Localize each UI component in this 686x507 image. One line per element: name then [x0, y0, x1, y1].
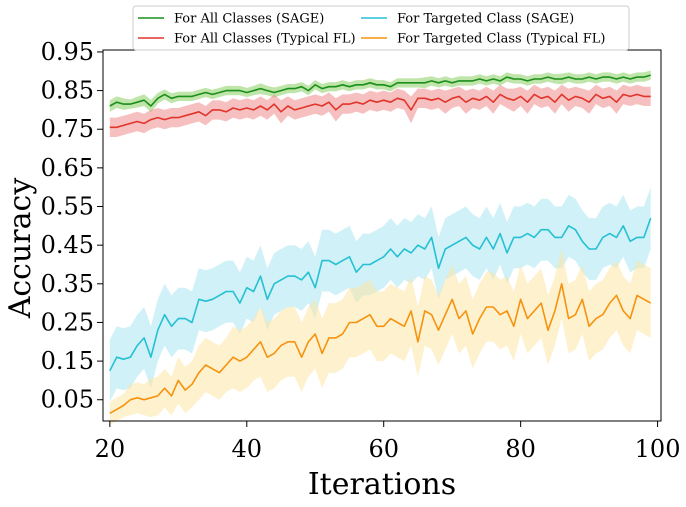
- y-tick-label-3: 0.35: [41, 270, 94, 298]
- series-line-2: [109, 217, 652, 372]
- series-band-2: [109, 187, 651, 402]
- x-axis-label: Iterations: [308, 467, 456, 502]
- x-axis-ticks: 20 40 60 80 100: [95, 421, 681, 463]
- legend: For All Classes (SAGE) For All Classes (T…: [132, 5, 630, 51]
- x-tick-label-4: 100: [635, 435, 681, 463]
- legend-box: [132, 5, 630, 51]
- series-band-1: [109, 84, 651, 137]
- x-tick-label-0: 20: [95, 435, 126, 463]
- x-tick-label-1: 40: [232, 435, 263, 463]
- series-line-0: [109, 74, 651, 107]
- confidence-bands: [109, 70, 651, 425]
- y-axis-ticks: 0.05 0.15 0.25 0.35 0.45 0.55 0.65 0.75 0.85 0.95: [41, 38, 103, 414]
- series-lines: [109, 74, 652, 414]
- series-line-1: [109, 93, 651, 129]
- y-tick-label-6: 0.65: [41, 154, 94, 182]
- legend-label-3: For Targeted Class (Typical FL): [397, 32, 605, 47]
- y-tick-label-0: 0.05: [41, 386, 94, 414]
- y-tick-label-7: 0.75: [41, 115, 94, 143]
- series-band-0: [109, 70, 651, 113]
- legend-label-1: For All Classes (Typical FL): [174, 32, 356, 47]
- y-tick-label-9: 0.95: [41, 38, 94, 66]
- y-tick-label-4: 0.45: [41, 231, 94, 259]
- y-tick-label-8: 0.85: [41, 77, 94, 105]
- y-tick-label-1: 0.15: [41, 347, 94, 375]
- legend-label-0: For All Classes (SAGE): [174, 12, 324, 27]
- y-tick-label-2: 0.25: [41, 308, 94, 336]
- x-tick-label-3: 80: [505, 435, 536, 463]
- x-tick-label-2: 60: [368, 435, 399, 463]
- series-line-3: [109, 282, 652, 414]
- legend-label-2: For Targeted Class (SAGE): [397, 12, 574, 27]
- y-axis-label: Accuracy: [3, 178, 38, 320]
- y-tick-label-5: 0.55: [41, 193, 94, 221]
- series-band-3: [109, 249, 651, 425]
